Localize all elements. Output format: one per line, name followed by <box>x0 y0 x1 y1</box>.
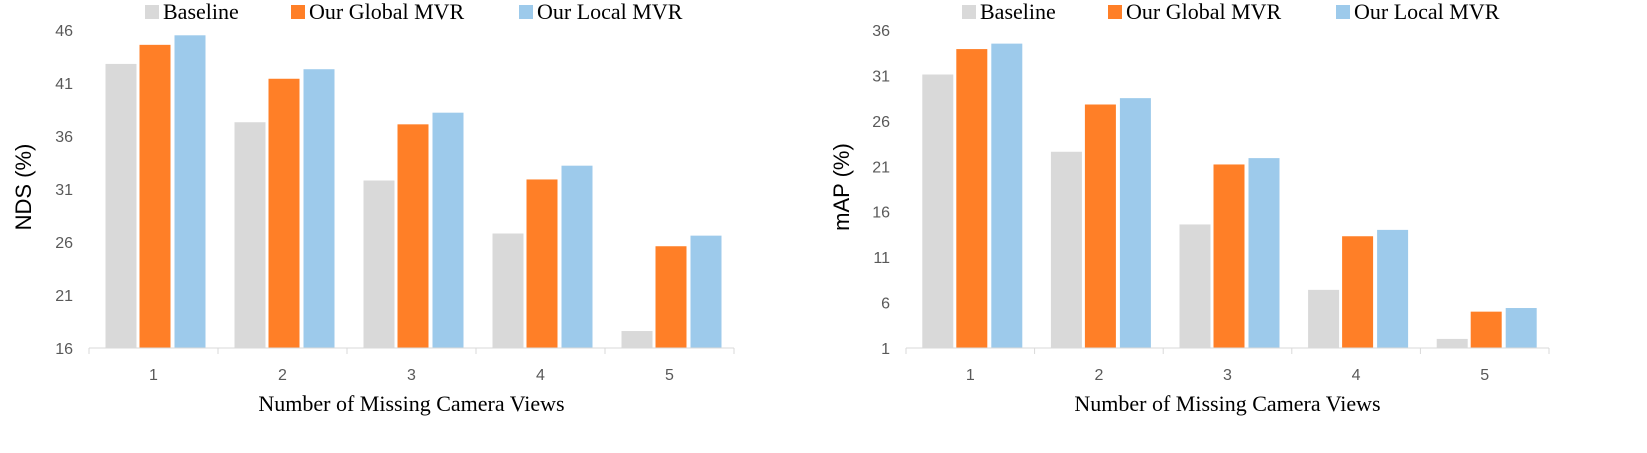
x-tick-label: 1 <box>149 367 158 384</box>
y-tick-label: 16 <box>55 341 73 358</box>
bar-baseline-4 <box>492 233 524 348</box>
x-axis-title: Number of Missing Camera Views <box>258 391 564 416</box>
bar-baseline-3 <box>1179 224 1211 348</box>
y-tick-label: 11 <box>873 250 890 267</box>
bar-our-local-mvr-2 <box>1119 98 1151 349</box>
y-tick-label: 41 <box>55 76 73 93</box>
y-tick-label: 46 <box>55 23 73 40</box>
bar-our-local-mvr-5 <box>1505 308 1537 348</box>
legend-swatch-our-local-mvr <box>1336 5 1350 19</box>
x-tick-label: 4 <box>1352 367 1361 384</box>
y-tick-label: 26 <box>55 235 73 252</box>
bar-our-local-mvr-4 <box>561 165 593 348</box>
bar-our-global-mvr-3 <box>397 124 429 348</box>
bar-baseline-3 <box>363 180 395 348</box>
x-tick-label: 3 <box>407 367 416 384</box>
y-tick-label: 16 <box>872 205 890 222</box>
legend-label: Baseline <box>980 0 1056 24</box>
legend-swatch-our-global-mvr <box>291 5 305 19</box>
y-tick-label: 36 <box>55 129 73 146</box>
bar-our-local-mvr-4 <box>1377 229 1409 348</box>
x-axis-title: Number of Missing Camera Views <box>1074 391 1380 416</box>
bar-baseline-5 <box>621 331 653 348</box>
y-tick-label: 1 <box>881 341 890 358</box>
x-tick-label: 2 <box>1094 367 1103 384</box>
bar-our-global-mvr-5 <box>655 246 687 348</box>
bar-our-local-mvr-3 <box>432 112 464 349</box>
y-axis-title: NDS (%) <box>11 144 36 231</box>
x-tick-label: 5 <box>1480 367 1489 384</box>
legend-swatch-our-global-mvr <box>1108 5 1122 19</box>
x-tick-label: 3 <box>1223 367 1232 384</box>
x-tick-label: 4 <box>536 367 545 384</box>
bar-our-global-mvr-1 <box>139 44 171 349</box>
legend-label: Our Global MVR <box>309 0 465 24</box>
bar-baseline-1 <box>105 63 137 349</box>
bar-our-local-mvr-2 <box>303 69 335 348</box>
legend-swatch-our-local-mvr <box>519 5 533 19</box>
y-tick-label: 26 <box>872 114 890 131</box>
bar-baseline-2 <box>234 122 266 348</box>
bar-our-global-mvr-4 <box>1342 236 1374 348</box>
legend-label: Our Global MVR <box>1126 0 1282 24</box>
y-tick-label: 31 <box>872 68 890 85</box>
bar-baseline-5 <box>1436 338 1468 348</box>
x-tick-label: 2 <box>278 367 287 384</box>
y-tick-label: 6 <box>881 296 890 313</box>
bar-baseline-4 <box>1308 289 1340 348</box>
bar-our-global-mvr-5 <box>1470 311 1502 348</box>
y-tick-label: 21 <box>872 159 890 176</box>
legend-swatch-baseline <box>962 5 976 19</box>
bar-our-global-mvr-2 <box>1084 104 1116 348</box>
y-tick-label: 36 <box>872 23 890 40</box>
y-tick-label: 21 <box>55 288 73 305</box>
bar-baseline-2 <box>1050 151 1082 348</box>
x-tick-label: 1 <box>966 367 975 384</box>
y-tick-label: 31 <box>55 182 73 199</box>
legend-label: Our Local MVR <box>537 0 683 24</box>
bar-baseline-1 <box>922 74 954 349</box>
bar-our-local-mvr-3 <box>1248 158 1280 348</box>
bar-our-local-mvr-5 <box>690 235 722 348</box>
bar-our-global-mvr-4 <box>526 179 558 348</box>
bar-our-global-mvr-3 <box>1213 164 1245 348</box>
bar-our-global-mvr-2 <box>268 78 300 348</box>
legend-swatch-baseline <box>145 5 159 19</box>
legend-label: Our Local MVR <box>1354 0 1500 24</box>
bar-our-local-mvr-1 <box>991 43 1023 348</box>
y-axis-title: mAP (%) <box>829 143 854 231</box>
bar-our-local-mvr-1 <box>174 35 206 349</box>
nds-chart: 16 21 26 31 36 41 46 1 2 3 4 5 Number of Missing Cam… <box>11 0 735 416</box>
x-tick-label: 5 <box>665 367 674 384</box>
legend-label: Baseline <box>163 0 239 24</box>
bar-our-global-mvr-1 <box>956 49 988 348</box>
